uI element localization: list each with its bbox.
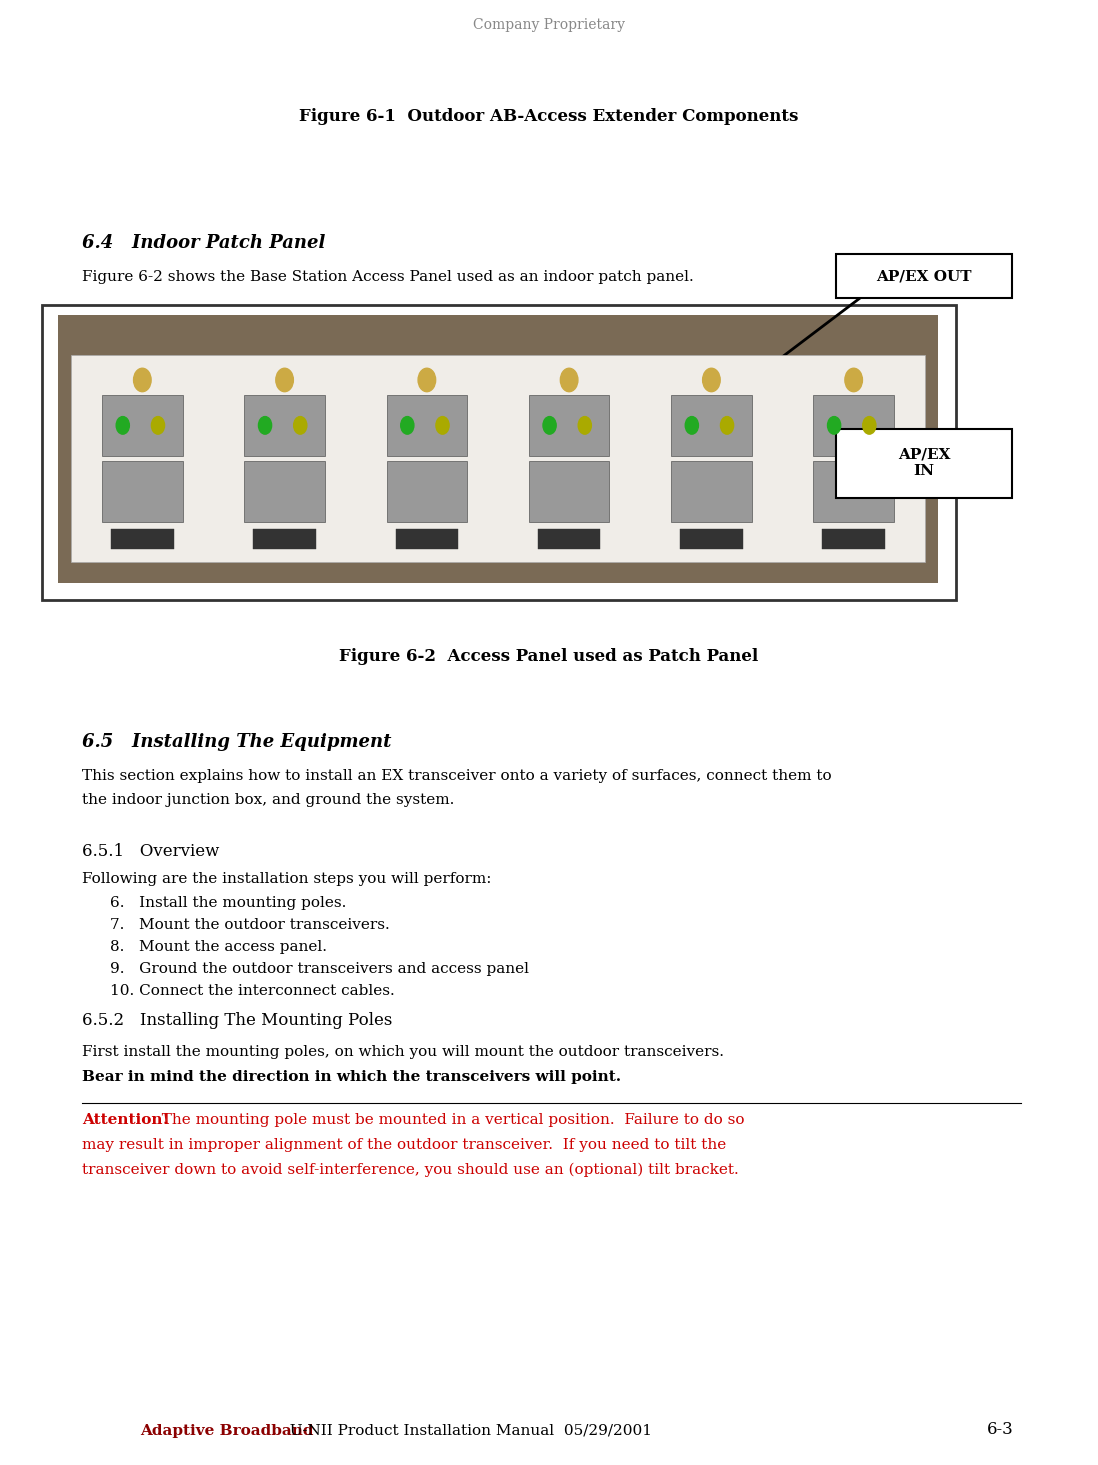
Text: Adaptive Broadband: Adaptive Broadband — [141, 1424, 314, 1439]
Circle shape — [116, 416, 130, 434]
FancyBboxPatch shape — [814, 396, 894, 456]
Text: 6.   Install the mounting poles.: 6. Install the mounting poles. — [110, 897, 346, 910]
Text: Figure 6-2 shows the Base Station Access Panel used as an indoor patch panel.: Figure 6-2 shows the Base Station Access… — [82, 270, 694, 284]
FancyBboxPatch shape — [386, 396, 467, 456]
Circle shape — [418, 368, 436, 391]
Text: 9.   Ground the outdoor transceivers and access panel: 9. Ground the outdoor transceivers and a… — [110, 963, 529, 976]
FancyBboxPatch shape — [42, 305, 956, 601]
Text: 6.5.2   Installing The Mounting Poles: 6.5.2 Installing The Mounting Poles — [82, 1012, 393, 1028]
Circle shape — [544, 416, 557, 434]
FancyBboxPatch shape — [245, 461, 325, 522]
Circle shape — [436, 416, 449, 434]
Circle shape — [703, 368, 720, 391]
Text: 8.   Mount the access panel.: 8. Mount the access panel. — [110, 941, 327, 954]
FancyBboxPatch shape — [822, 529, 885, 549]
Text: 6.5.1   Overview: 6.5.1 Overview — [82, 842, 220, 860]
Text: Company Proprietary: Company Proprietary — [473, 18, 625, 32]
Text: This section explains how to install an EX transceiver onto a variety of surface: This section explains how to install an … — [82, 769, 832, 782]
FancyBboxPatch shape — [71, 355, 925, 561]
FancyBboxPatch shape — [680, 529, 742, 549]
FancyBboxPatch shape — [58, 315, 938, 583]
Circle shape — [579, 416, 592, 434]
Circle shape — [844, 368, 862, 391]
FancyBboxPatch shape — [836, 253, 1012, 297]
FancyBboxPatch shape — [814, 461, 894, 522]
Circle shape — [828, 416, 841, 434]
Circle shape — [863, 416, 876, 434]
Text: AP/EX OUT: AP/EX OUT — [876, 270, 972, 283]
FancyBboxPatch shape — [538, 529, 601, 549]
Text: U-NII Product Installation Manual  05/29/2001: U-NII Product Installation Manual 05/29/… — [280, 1424, 652, 1439]
FancyBboxPatch shape — [529, 396, 609, 456]
FancyBboxPatch shape — [102, 461, 182, 522]
Circle shape — [293, 416, 306, 434]
Circle shape — [258, 416, 271, 434]
Text: transceiver down to avoid self-interference, you should use an (optional) tilt b: transceiver down to avoid self-interfere… — [82, 1163, 739, 1178]
Text: 7.   Mount the outdoor transceivers.: 7. Mount the outdoor transceivers. — [110, 919, 390, 932]
Text: 6.5   Installing The Equipment: 6.5 Installing The Equipment — [82, 732, 392, 752]
Circle shape — [560, 368, 578, 391]
FancyBboxPatch shape — [102, 396, 182, 456]
Text: AP/EX
IN: AP/EX IN — [898, 448, 950, 478]
FancyBboxPatch shape — [111, 529, 173, 549]
FancyBboxPatch shape — [836, 429, 1012, 498]
FancyBboxPatch shape — [671, 396, 752, 456]
FancyBboxPatch shape — [245, 396, 325, 456]
Text: Figure 6-1  Outdoor AB-Access Extender Components: Figure 6-1 Outdoor AB-Access Extender Co… — [300, 108, 798, 125]
Text: First install the mounting poles, on which you will mount the outdoor transceive: First install the mounting poles, on whi… — [82, 1045, 725, 1059]
Circle shape — [152, 416, 165, 434]
Text: 6.4   Indoor Patch Panel: 6.4 Indoor Patch Panel — [82, 234, 326, 252]
Circle shape — [134, 368, 152, 391]
Circle shape — [685, 416, 698, 434]
FancyBboxPatch shape — [386, 461, 467, 522]
Text: Attention!: Attention! — [82, 1113, 169, 1127]
FancyBboxPatch shape — [254, 529, 316, 549]
Circle shape — [401, 416, 414, 434]
Text: Following are the installation steps you will perform:: Following are the installation steps you… — [82, 872, 492, 886]
Text: Figure 6-2  Access Panel used as Patch Panel: Figure 6-2 Access Panel used as Patch Pa… — [339, 648, 759, 665]
FancyBboxPatch shape — [671, 461, 752, 522]
Text: 10. Connect the interconnect cables.: 10. Connect the interconnect cables. — [110, 984, 395, 998]
Text: Bear in mind the direction in which the transceivers will point.: Bear in mind the direction in which the … — [82, 1069, 621, 1084]
Text: 6-3: 6-3 — [987, 1421, 1013, 1439]
FancyBboxPatch shape — [529, 461, 609, 522]
Circle shape — [276, 368, 293, 391]
FancyBboxPatch shape — [395, 529, 458, 549]
Circle shape — [720, 416, 733, 434]
Text: may result in improper alignment of the outdoor transceiver.  If you need to til: may result in improper alignment of the … — [82, 1138, 727, 1151]
Text: The mounting pole must be mounted in a vertical position.  Failure to do so: The mounting pole must be mounted in a v… — [152, 1113, 744, 1127]
Text: the indoor junction box, and ground the system.: the indoor junction box, and ground the … — [82, 793, 455, 807]
